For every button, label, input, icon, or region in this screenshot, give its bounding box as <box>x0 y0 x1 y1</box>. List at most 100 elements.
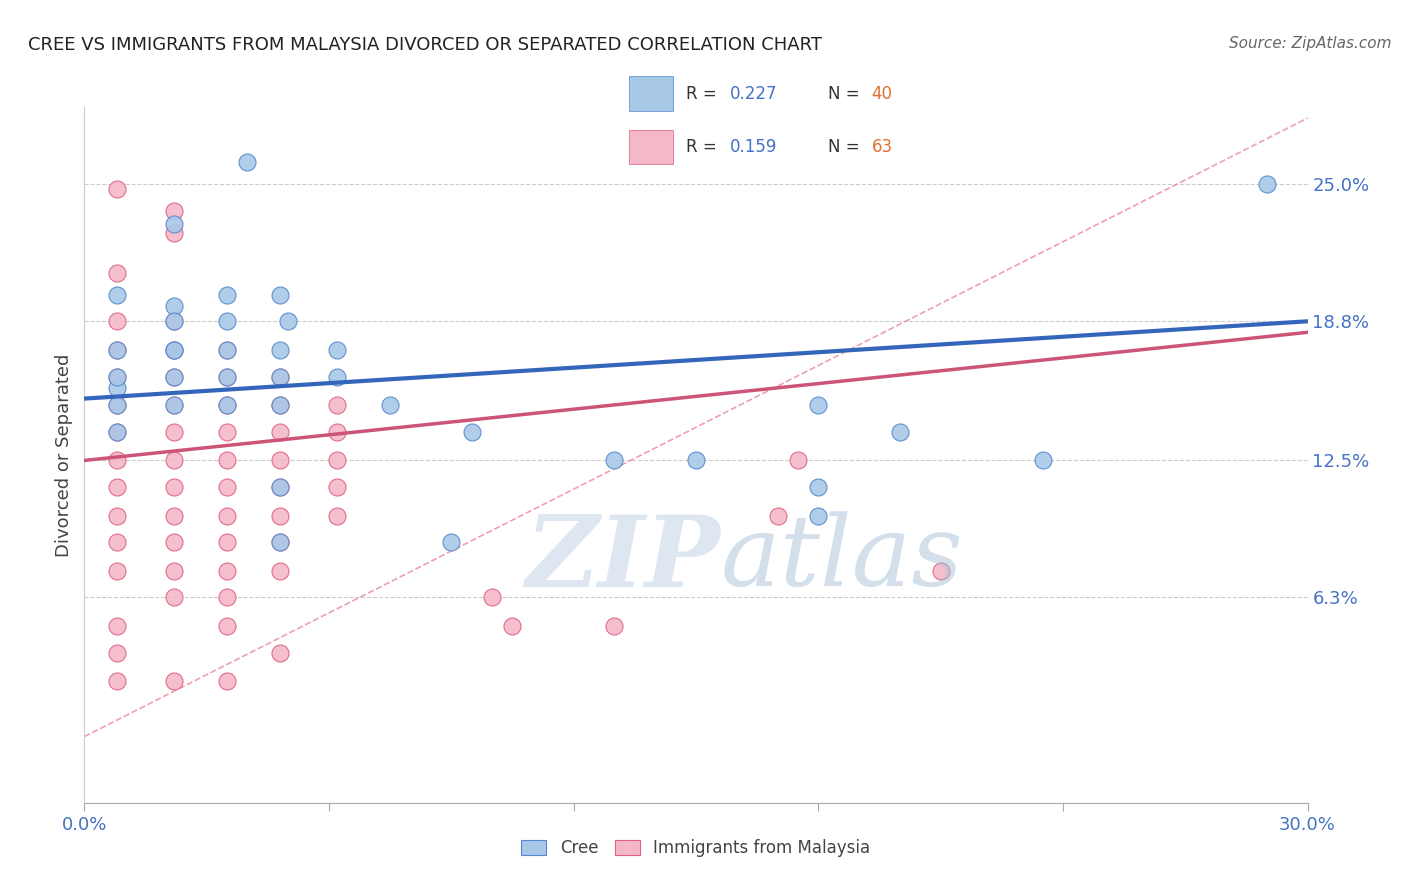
Point <box>326 369 349 384</box>
Point <box>217 343 239 357</box>
Point <box>326 398 349 412</box>
Point <box>685 453 707 467</box>
Text: Source: ZipAtlas.com: Source: ZipAtlas.com <box>1229 36 1392 51</box>
Point <box>269 369 291 384</box>
Point <box>380 398 402 412</box>
Point <box>603 453 626 467</box>
Point <box>105 380 128 394</box>
Point <box>269 343 291 357</box>
Point <box>766 508 789 523</box>
Bar <box>628 129 672 164</box>
Text: 40: 40 <box>872 85 893 103</box>
Point <box>269 564 291 578</box>
Point <box>217 480 239 494</box>
Point <box>163 369 186 384</box>
Point <box>269 453 291 467</box>
Text: 0.227: 0.227 <box>730 85 778 103</box>
Point <box>217 453 239 467</box>
Point <box>889 425 911 439</box>
Point <box>163 343 186 357</box>
Point <box>105 425 128 439</box>
Point <box>217 343 239 357</box>
Point <box>217 369 239 384</box>
Point <box>269 480 291 494</box>
Point <box>105 535 128 549</box>
Point <box>440 535 463 549</box>
Point <box>217 619 239 633</box>
Point <box>163 674 186 689</box>
Point <box>105 343 128 357</box>
Text: CREE VS IMMIGRANTS FROM MALAYSIA DIVORCED OR SEPARATED CORRELATION CHART: CREE VS IMMIGRANTS FROM MALAYSIA DIVORCE… <box>28 36 823 54</box>
Point <box>269 535 291 549</box>
Text: ZIP: ZIP <box>526 511 720 607</box>
Point <box>105 508 128 523</box>
Point <box>163 535 186 549</box>
Point <box>326 453 349 467</box>
Point <box>163 343 186 357</box>
Point <box>269 480 291 494</box>
Point <box>481 591 503 605</box>
Point <box>105 425 128 439</box>
Point <box>502 619 524 633</box>
Point <box>163 564 186 578</box>
Point <box>1256 178 1278 192</box>
Text: atlas: atlas <box>720 512 963 607</box>
Point <box>105 314 128 328</box>
Point <box>163 508 186 523</box>
Point <box>105 398 128 412</box>
Point <box>269 425 291 439</box>
Point <box>269 398 291 412</box>
Point <box>326 425 349 439</box>
Point <box>163 203 186 218</box>
Point <box>163 480 186 494</box>
Point <box>163 343 186 357</box>
Point <box>277 314 299 328</box>
Point <box>269 369 291 384</box>
Point <box>807 398 830 412</box>
Point <box>217 591 239 605</box>
Point <box>217 674 239 689</box>
Point <box>807 480 830 494</box>
Point <box>105 369 128 384</box>
Point <box>163 226 186 240</box>
Point <box>807 508 830 523</box>
Point <box>105 343 128 357</box>
Point <box>163 398 186 412</box>
Point <box>105 674 128 689</box>
Point <box>269 398 291 412</box>
Point <box>787 453 810 467</box>
Point <box>105 398 128 412</box>
Point <box>105 619 128 633</box>
Point <box>163 299 186 313</box>
Point <box>269 508 291 523</box>
Point <box>326 508 349 523</box>
Point <box>236 155 259 169</box>
Point <box>929 564 952 578</box>
Point <box>461 425 484 439</box>
Point <box>163 398 186 412</box>
Point <box>217 564 239 578</box>
Point <box>105 266 128 280</box>
Point <box>163 314 186 328</box>
Point <box>105 480 128 494</box>
Text: R =: R = <box>686 85 723 103</box>
Point <box>217 369 239 384</box>
Point <box>163 314 186 328</box>
Point <box>269 535 291 549</box>
Text: N =: N = <box>828 85 865 103</box>
Point <box>269 287 291 301</box>
Text: 0.159: 0.159 <box>730 138 778 156</box>
Point <box>105 646 128 660</box>
Point <box>105 182 128 196</box>
Point <box>269 646 291 660</box>
Point <box>105 453 128 467</box>
Point <box>217 535 239 549</box>
Point <box>163 369 186 384</box>
Point <box>326 480 349 494</box>
Point <box>163 453 186 467</box>
Point <box>1032 453 1054 467</box>
Point <box>217 398 239 412</box>
Point <box>163 591 186 605</box>
Point <box>105 287 128 301</box>
Point <box>217 314 239 328</box>
